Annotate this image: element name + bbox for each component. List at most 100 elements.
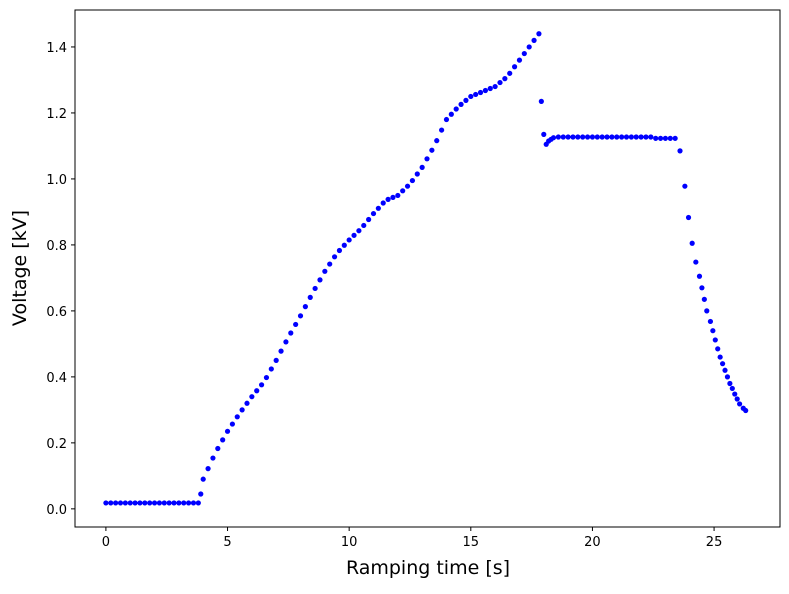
data-point (643, 134, 649, 140)
data-point (195, 500, 201, 506)
data-point (667, 135, 673, 141)
y-tick-label: 1.2 (46, 107, 67, 122)
data-point (336, 247, 343, 254)
data-point (181, 500, 187, 506)
data-point (734, 396, 740, 402)
data-point (565, 134, 571, 140)
data-point (249, 394, 255, 400)
data-point (732, 391, 738, 397)
data-point (434, 138, 440, 144)
data-point (268, 366, 274, 372)
data-point (198, 491, 204, 497)
data-point (693, 259, 699, 265)
data-point (507, 70, 513, 76)
data-point (297, 313, 304, 319)
data-point (117, 500, 124, 506)
y-tick-label: 1.0 (46, 173, 67, 188)
data-point (672, 135, 678, 141)
y-axis-label: Voltage [kV] (9, 210, 31, 326)
data-point (414, 171, 420, 177)
data-point (701, 296, 707, 302)
data-point (254, 388, 260, 394)
data-point (633, 134, 639, 140)
data-point (473, 91, 479, 98)
data-point (677, 148, 683, 154)
data-point (623, 134, 630, 140)
data-point (288, 330, 294, 336)
data-point (580, 134, 586, 140)
data-point (511, 64, 518, 70)
data-point (463, 97, 469, 104)
data-point (477, 89, 484, 96)
data-point (375, 205, 381, 211)
data-point (215, 445, 221, 452)
data-point (331, 254, 338, 260)
data-point (263, 374, 270, 381)
data-point (327, 261, 333, 267)
data-point (283, 339, 289, 345)
data-point (278, 348, 284, 354)
data-point (560, 134, 566, 140)
data-point (409, 177, 416, 184)
data-point (541, 131, 547, 137)
data-point (307, 294, 313, 300)
data-point (657, 135, 664, 141)
data-point (526, 44, 532, 50)
data-point (137, 500, 143, 506)
data-point (727, 380, 733, 387)
y-tick-label: 1.4 (46, 41, 67, 56)
x-tick-label: 5 (223, 535, 231, 550)
data-point (380, 200, 386, 206)
data-point (729, 385, 735, 392)
data-point (704, 308, 710, 314)
data-point (302, 304, 308, 310)
data-point (156, 500, 163, 506)
data-point (538, 98, 544, 104)
data-point (220, 437, 226, 443)
data-point (210, 455, 216, 461)
data-point (190, 500, 197, 506)
data-point (717, 354, 723, 360)
data-point (370, 210, 377, 217)
data-point (531, 37, 537, 43)
data-point (628, 134, 634, 140)
data-point (712, 337, 718, 343)
data-point (122, 500, 128, 506)
x-tick-label: 25 (706, 535, 723, 550)
data-point (614, 134, 620, 140)
data-point (653, 135, 659, 141)
data-point (171, 500, 177, 506)
data-point (609, 134, 615, 140)
data-point (404, 183, 411, 189)
data-point (443, 116, 450, 123)
data-point (385, 196, 391, 202)
data-point (550, 135, 557, 141)
data-point (707, 318, 714, 325)
data-point (710, 328, 716, 334)
data-point (161, 500, 167, 506)
data-point (356, 228, 362, 234)
data-point (103, 500, 109, 506)
data-point (132, 500, 138, 506)
data-point (555, 134, 561, 140)
x-tick-label: 15 (463, 535, 480, 550)
data-point (682, 183, 688, 189)
data-point (589, 134, 596, 140)
data-point (395, 192, 401, 199)
data-point (570, 134, 576, 140)
y-tick-label: 0.4 (46, 371, 67, 386)
data-point (497, 79, 503, 86)
data-point (108, 500, 114, 506)
data-point (351, 232, 357, 238)
data-point (724, 374, 731, 380)
data-point (366, 216, 372, 223)
data-point (604, 134, 610, 140)
data-point (317, 277, 323, 283)
data-point (429, 147, 435, 153)
y-tick-label: 0.2 (46, 437, 67, 452)
plot-frame (74, 9, 781, 528)
data-point (584, 134, 591, 140)
data-point (113, 500, 119, 506)
data-point (492, 83, 498, 90)
data-point (689, 240, 695, 246)
